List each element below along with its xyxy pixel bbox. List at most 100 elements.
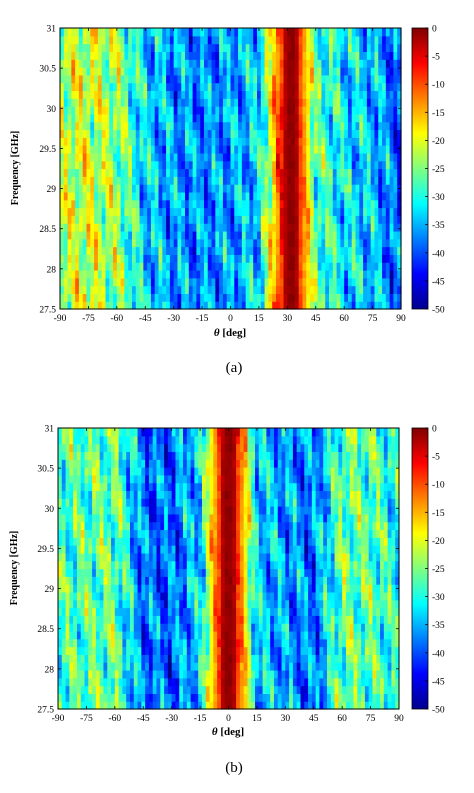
heatmap-cell [325,28,330,37]
heatmap-cell [158,269,163,279]
heatmap-cell [213,669,218,679]
heatmap-cell [397,43,402,53]
heatmap-cell [150,230,156,240]
heatmap-cell [137,669,142,679]
heatmap-cell [294,223,300,232]
heatmap-cell [389,129,395,138]
heatmap-cell [355,43,360,53]
heatmap-cell [75,129,80,138]
heatmap-cell [382,121,387,131]
heatmap-cell [306,67,311,76]
heatmap-cell [131,98,137,107]
heatmap-cell [306,199,311,209]
colorbar-ticks-a: 0-5-10-15-20-25-30-35-40-45-50 [425,25,445,316]
heatmap-cell [347,129,353,138]
heatmap-cell [103,521,108,531]
heatmap-cell [173,137,179,146]
heatmap-cell [166,269,171,279]
heatmap-cell [351,98,357,107]
heatmap-cell [185,106,190,115]
heatmap-cell [321,293,326,302]
heatmap-cell [222,152,228,162]
heatmap-cell [317,254,323,263]
heatmap-cell [200,106,205,115]
heatmap-cell [95,584,101,593]
heatmap-cell [71,51,76,60]
heatmap-cell [179,646,184,655]
heatmap-cell [99,545,105,554]
heatmap-cell [162,152,167,162]
heatmap-cell [205,654,211,663]
heatmap-cell [374,28,379,37]
heatmap-cell [230,238,235,248]
heatmap-cell [109,160,114,170]
heatmap-cell [226,191,232,201]
heatmap-cell [86,152,91,162]
heatmap-cell [128,67,133,76]
heatmap-cell [179,693,184,702]
heatmap-cell [211,113,216,123]
heatmap-cell [355,277,360,287]
x-tick-label: -15 [196,314,209,324]
heatmap-cell [370,113,376,123]
heatmap-cell [150,254,156,263]
heatmap-cell [97,207,103,216]
heatmap-cell [382,207,387,216]
heatmap-cell [101,113,107,123]
heatmap-cell [177,59,182,68]
heatmap-cell [175,576,180,585]
heatmap-cell [97,59,103,68]
heatmap-cell [325,191,330,201]
heatmap-cell [185,191,190,201]
heatmap-cell [128,246,133,255]
heatmap-cell [171,669,177,679]
heatmap-cell [88,552,93,562]
heatmap-cell [220,623,226,632]
heatmap-cell [268,67,273,76]
heatmap-cell [181,215,186,224]
heatmap-cell [148,576,154,585]
heatmap-cell [137,630,142,640]
heatmap-cell [143,215,148,224]
heatmap-cell [347,277,353,287]
heatmap-cell [73,693,78,702]
heatmap-cell [200,285,205,294]
heatmap-cell [169,238,175,248]
heatmap-cell [264,98,269,107]
heatmap-cell [154,90,160,99]
heatmap-cell [86,106,91,115]
heatmap-cell [238,277,243,287]
heatmap-cell [124,160,129,170]
heatmap-cell [152,521,158,531]
heatmap-cell [321,43,326,53]
heatmap-cell [310,254,315,263]
heatmap-cell [78,254,84,263]
heatmap-cell [291,293,296,302]
heatmap-cell [313,223,319,232]
heatmap-cell [154,43,160,53]
heatmap-cell [167,646,173,655]
heatmap-cell [347,82,353,92]
heatmap-cell [393,98,398,107]
x-axis-unit-a: [deg] [222,327,246,339]
heatmap-cell [275,269,281,279]
heatmap-cell [73,599,78,609]
heatmap-cell [107,552,112,562]
heatmap-cell [137,646,142,655]
heatmap-cell [340,51,345,60]
heatmap-cell [329,106,334,115]
heatmap-cell [224,615,230,624]
heatmap-cell [73,467,78,476]
heatmap-cell [124,43,129,53]
heatmap-cell [99,498,105,507]
heatmap-cell [203,230,209,240]
heatmap-cell [80,638,86,648]
heatmap-cell [332,168,338,177]
heatmap-cell [347,230,353,240]
heatmap-cell [186,490,192,499]
heatmap-cell [150,160,156,170]
heatmap-cell [75,199,80,209]
heatmap-cell [234,51,239,60]
heatmap-cell [67,74,72,84]
heatmap-cell [131,269,137,279]
